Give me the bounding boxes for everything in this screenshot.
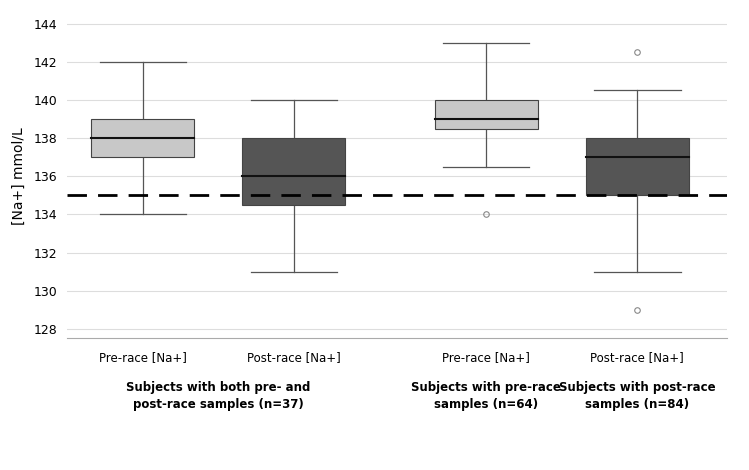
Y-axis label: [Na+] mmol/L: [Na+] mmol/L (12, 127, 26, 225)
FancyBboxPatch shape (434, 100, 538, 129)
Text: Post-race [Na+]: Post-race [Na+] (247, 352, 341, 364)
Text: Pre-race [Na+]: Pre-race [Na+] (443, 352, 530, 364)
Text: Pre-race [Na+]: Pre-race [Na+] (99, 352, 187, 364)
Text: Post-race [Na+]: Post-race [Na+] (590, 352, 684, 364)
FancyBboxPatch shape (586, 138, 689, 196)
Text: Subjects with both pre- and
post-race samples (n=37): Subjects with both pre- and post-race sa… (127, 381, 311, 411)
FancyBboxPatch shape (243, 138, 345, 205)
FancyBboxPatch shape (91, 119, 195, 157)
Text: Subjects with post-race
samples (n=84): Subjects with post-race samples (n=84) (559, 381, 715, 411)
Text: Subjects with pre-race
samples (n=64): Subjects with pre-race samples (n=64) (411, 381, 561, 411)
